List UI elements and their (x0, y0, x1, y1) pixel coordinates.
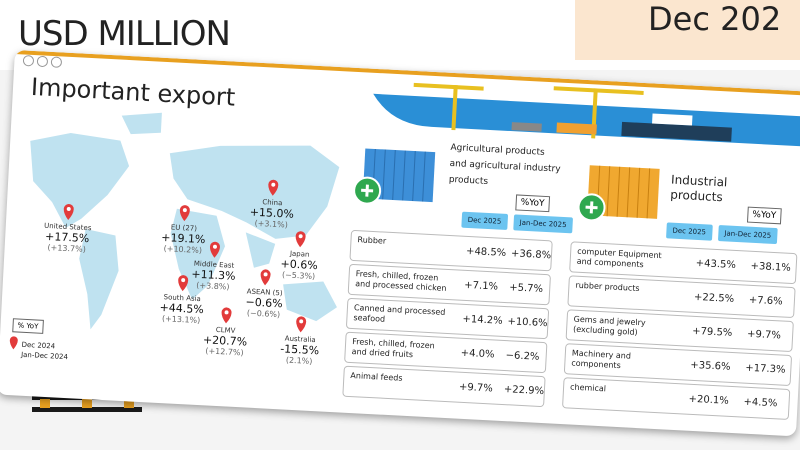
row-dec: +7.1% (464, 279, 499, 293)
region-label: South Asia +44.5% (+13.1%) (159, 293, 205, 325)
industrial-icon (577, 165, 660, 222)
region-label: Australia -15.5% (2.1%) (279, 334, 320, 366)
column-head: Jan-Dec 2025 (513, 214, 573, 234)
map-pin (296, 316, 307, 333)
row-name: Machinery and components (571, 348, 632, 371)
row-dec: +79.5% (691, 325, 733, 339)
unit-heading: USD MILLION (18, 14, 231, 54)
row-name: Gems and jewelry (excluding gold) (572, 314, 646, 337)
map-pin (178, 275, 189, 292)
region-ytd: (−0.6%) (246, 308, 281, 320)
row-ytd: +38.1% (750, 260, 792, 274)
map-pin (268, 179, 279, 196)
row-dec: +48.5% (465, 245, 507, 259)
row-dec: +43.5% (695, 257, 737, 272)
row-ytd: +5.7% (508, 282, 544, 295)
map-pin (260, 269, 271, 286)
region-label: ASEAN (5) −0.6% (−0.6%) (245, 287, 284, 319)
column-head: Dec 2025 (461, 211, 508, 230)
row-dec: +4.0% (460, 347, 495, 361)
column-head: Jan-Dec 2025 (717, 225, 778, 245)
row-ytd: +17.3% (745, 362, 786, 376)
row-ytd: +4.5% (743, 396, 778, 410)
region-ytd: (−5.3%) (281, 270, 316, 282)
legend-badge: % YoY (12, 318, 44, 334)
yoy-badge: %YoY (515, 194, 550, 213)
map-pin (295, 231, 306, 248)
period-heading: Dec 202 (648, 0, 782, 38)
row-dec: +35.6% (690, 359, 731, 373)
map-pin (209, 241, 220, 258)
row-name: chemical (569, 382, 607, 394)
row-name: rubber products (575, 280, 640, 294)
section-title: Industrial (670, 172, 728, 190)
legend-dec: Dec 2024 (21, 340, 56, 351)
section-title: products (669, 187, 724, 205)
background-panel (575, 0, 800, 60)
column-head: Dec 2025 (666, 222, 713, 241)
row-name: Fresh, chilled, frozen and dried fruits (351, 337, 435, 360)
card-art (9, 50, 800, 350)
yoy-badge: %YoY (746, 206, 782, 225)
row-dec: +22.5% (693, 291, 735, 305)
row-ytd: +9.7% (746, 328, 782, 342)
row-name: Canned and processed seafood (353, 303, 446, 324)
region-label: CLMV +20.7% (+12.7%) (202, 325, 248, 357)
row-ytd: +36.8% (510, 248, 552, 262)
region-label: Japan +0.6% (−5.3%) (280, 249, 319, 281)
map-pin (179, 205, 190, 222)
row-ytd: +22.9% (503, 384, 545, 398)
row-name: Animal feeds (350, 371, 403, 383)
region-label: EU (27) +19.1% (+10.2%) (160, 223, 206, 255)
region-label: United States +17.5% (+13.7%) (43, 222, 92, 254)
row-dec: +20.1% (688, 393, 730, 407)
row-ytd: +10.6% (507, 316, 548, 330)
region-label: Middle East +11.3% (+3.8%) (191, 260, 237, 292)
row-ytd: −6.2% (505, 350, 540, 363)
row-ytd: +7.6% (748, 294, 783, 308)
product-icons (353, 148, 436, 205)
map-pin (63, 204, 74, 221)
section-title: products (448, 174, 489, 187)
region-label: China +15.0% (+3.1%) (249, 198, 295, 230)
row-name: Fresh, chilled, frozen and processed chi… (355, 269, 447, 293)
map-labels: United States +17.5% (+13.7%) EU (27) +19.1%… (15, 50, 800, 366)
row-dec: +9.7% (458, 381, 493, 395)
row-dec: +14.2% (462, 313, 503, 327)
export-card: Important export United States +17.5% (+13… (0, 50, 800, 437)
map-pin (221, 307, 232, 324)
row-name: computer Equipment and components (576, 246, 662, 270)
row-name: Rubber (357, 235, 387, 246)
